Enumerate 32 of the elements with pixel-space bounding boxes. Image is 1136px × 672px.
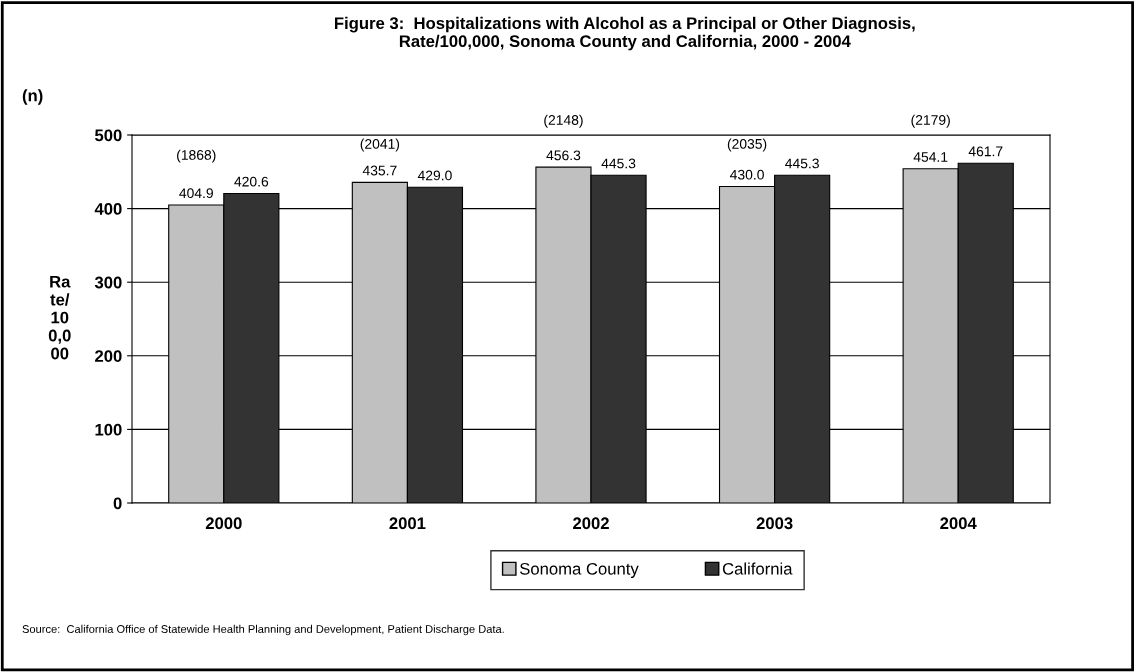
data-label: 430.0 bbox=[730, 169, 764, 180]
x-tick-label: 2003 bbox=[756, 517, 793, 530]
y-tick-label: 300 bbox=[94, 276, 122, 289]
annotation: (2041) bbox=[360, 138, 400, 152]
text: (n) bbox=[22, 89, 43, 105]
y-tick-label: 0 bbox=[113, 497, 122, 510]
data-label: 445.3 bbox=[601, 158, 636, 169]
text: (2148) bbox=[544, 114, 583, 128]
y-tick-label: 400 bbox=[94, 203, 122, 215]
text: (2179) bbox=[911, 114, 950, 128]
data-label: 404.9 bbox=[179, 188, 213, 199]
x-tick-label: 2001 bbox=[389, 517, 426, 530]
legend-label: Sonoma County bbox=[519, 562, 639, 578]
data-label: 454.1 bbox=[913, 152, 948, 162]
y-tick-label: 200 bbox=[95, 350, 122, 362]
y-axis-title: Ra te/ 10 0,0 00 bbox=[48, 275, 71, 360]
data-label: 429.0 bbox=[417, 170, 452, 181]
data-label: 461.7 bbox=[968, 146, 1003, 157]
source-note: Source: California Office of Statewide Health Planning and Development, Patient Discharge Data. bbox=[22, 624, 504, 636]
x-tick-label: 2004 bbox=[940, 517, 977, 530]
annotation: (1868) bbox=[177, 149, 216, 163]
annotation: (2035) bbox=[727, 138, 767, 152]
x-tick-label: 2002 bbox=[573, 517, 609, 530]
data-label: 456.3 bbox=[546, 150, 581, 161]
legend-label: California bbox=[722, 562, 793, 575]
chart-title: Figure 3: Hospitalizations with Alcohol as a Principal or Other Diagnosis, Rate/100,000, Sonoma County and California, 2000 - 2004 bbox=[335, 16, 915, 51]
data-label: 435.7 bbox=[362, 165, 397, 176]
y-tick-label: 100 bbox=[95, 423, 122, 436]
data-label: 445.3 bbox=[785, 158, 819, 169]
data-label: 420.6 bbox=[234, 176, 269, 187]
y-tick-label: 500 bbox=[94, 129, 122, 142]
x-tick-label: 2000 bbox=[205, 517, 242, 530]
